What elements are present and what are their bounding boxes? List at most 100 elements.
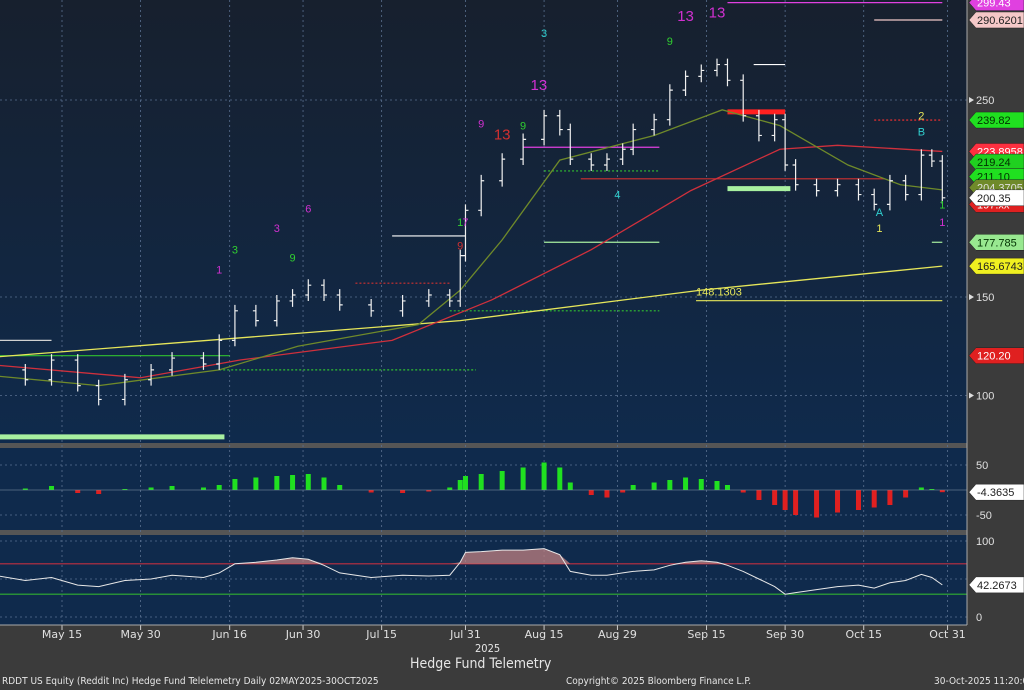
oscillator-bar: [337, 485, 343, 490]
oscillator-bar: [939, 490, 945, 493]
y-tick-label: 50: [976, 460, 988, 472]
price-tag-bg: [968, 111, 1024, 129]
price-bar: [902, 174, 909, 201]
y-tick: [969, 97, 974, 103]
y-tick: [969, 294, 974, 300]
x-tick-label: Jun 30: [285, 628, 321, 641]
oscillator-bar: [200, 487, 206, 490]
oscillator-bar: [290, 475, 296, 490]
price-bar: [289, 289, 296, 307]
oscillator-value-tag: -4.3635: [968, 483, 1024, 501]
sequential-count-label: 13: [677, 8, 694, 25]
price-tag-text: 299.43: [977, 0, 1011, 10]
x-tick-label: Oct 15: [845, 628, 882, 641]
price-bar: [368, 298, 375, 317]
oscillator-bar: [169, 486, 175, 490]
price-tag: 290.6201: [968, 11, 1024, 29]
price-bar: [886, 174, 893, 211]
price-bar: [231, 304, 238, 347]
oscillator-bar: [148, 487, 154, 490]
sequential-count-label: 7: [462, 217, 468, 229]
price-tag-text: 239.82: [977, 115, 1011, 127]
price-bar: [813, 178, 820, 197]
oscillator-bar: [462, 476, 468, 490]
x-tick-label: Sep 30: [766, 628, 804, 641]
chart-footer-title: Hedge Fund Telemetry: [410, 656, 552, 672]
price-bar: [95, 379, 102, 406]
price-tag-text: -4.3635: [977, 487, 1014, 499]
price-tag-text: 165.6743: [977, 261, 1023, 273]
sequential-count-label: 4: [614, 190, 620, 202]
price-tag-bg: [968, 234, 1024, 251]
oscillator-bar: [368, 490, 374, 493]
price-bar: [148, 363, 155, 386]
oscillator-bar: [855, 490, 861, 510]
price-bar: [939, 155, 946, 204]
oscillator-bar: [724, 485, 730, 490]
oscillator-bar: [557, 467, 563, 490]
sequential-count-label: 13: [709, 4, 726, 21]
price-tag-text: 219.24: [977, 157, 1011, 169]
price-bar: [603, 153, 610, 171]
sequential-count-label: 2: [918, 111, 924, 123]
price-bar: [121, 373, 128, 406]
oscillator-bar: [793, 490, 799, 515]
price-tag-bg: [968, 257, 1024, 275]
oscillator-bar: [75, 490, 81, 493]
y-tick-label: 250: [976, 95, 994, 107]
price-bar: [520, 133, 527, 166]
oscillator-bar: [918, 487, 924, 490]
oscillator-bar: [447, 487, 453, 490]
sequential-count-label: 9: [478, 119, 484, 131]
oscillator-bar: [216, 485, 222, 490]
price-bar: [918, 149, 925, 201]
level-label: 148.1303: [696, 287, 742, 299]
sequential-count-label: 1: [939, 199, 945, 211]
oscillator-bar: [274, 476, 280, 490]
price-bar: [321, 279, 327, 301]
y-tick-label: 100: [976, 536, 994, 548]
oscillator-bar: [305, 474, 311, 490]
price-bar: [855, 178, 862, 201]
oscillator-bar: [400, 490, 406, 493]
rsi-panel: [0, 535, 967, 625]
price-bar: [771, 113, 778, 142]
rsi-line: [0, 548, 943, 595]
price-bar: [252, 304, 259, 327]
price-bar: [541, 109, 548, 146]
oscillator-bar: [651, 482, 657, 490]
y-tick-label: -50: [976, 510, 992, 522]
price-tag: 165.6743: [968, 257, 1024, 275]
timestamp: 30-Oct-2025 11:20:06: [934, 676, 1024, 687]
oscillator-bar: [520, 467, 526, 490]
price-bar: [74, 354, 81, 392]
sequential-count-label: 9: [667, 36, 673, 48]
x-tick-label: Jul 31: [449, 628, 481, 641]
panel-divider[interactable]: [0, 443, 967, 448]
x-tick-label: Sep 15: [687, 628, 725, 641]
sequential-count-label: 1: [939, 217, 945, 229]
x-tick-label: May 30: [120, 628, 160, 641]
price-bar: [871, 188, 878, 211]
oscillator-bar: [698, 479, 704, 490]
sequential-count-label: 9: [289, 253, 295, 265]
price-tag-bg: [968, 576, 1024, 594]
panel-divider[interactable]: [0, 530, 967, 535]
sequential-count-label: 6: [305, 203, 311, 215]
price-tag-bg: [968, 0, 1024, 11]
price-tag-bg: [968, 483, 1024, 501]
moving-average-line: [0, 109, 943, 387]
oscillator-bar: [49, 486, 55, 490]
chart-description: RDDT US Equity (Reddit Inc) Hedge Fund T…: [2, 676, 379, 687]
oscillator-bar: [541, 462, 547, 490]
oscillator-bar: [835, 490, 841, 513]
oscillator-bar: [929, 489, 935, 490]
price-panel: [0, 0, 967, 443]
price-bar: [169, 352, 176, 376]
price-bar: [740, 74, 747, 122]
price-bar: [273, 295, 280, 327]
oscillator-bar: [772, 490, 778, 505]
price-tag-text: 42.2673: [977, 580, 1017, 592]
sequential-count-label: 13: [530, 77, 547, 94]
